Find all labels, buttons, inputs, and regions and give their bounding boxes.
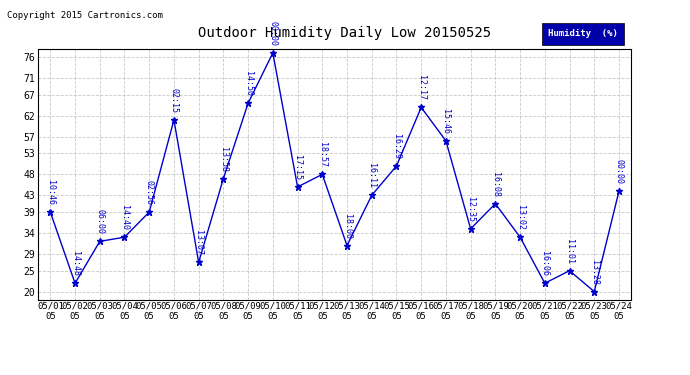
Text: 00:00: 00:00 xyxy=(615,159,624,184)
Text: 14:40: 14:40 xyxy=(120,205,129,230)
Text: 02:15: 02:15 xyxy=(170,88,179,113)
Text: 02:56: 02:56 xyxy=(145,180,154,205)
Text: 12:35: 12:35 xyxy=(466,197,475,222)
Text: 15:46: 15:46 xyxy=(442,109,451,134)
Text: 11:01: 11:01 xyxy=(565,239,574,264)
Text: 16:06: 16:06 xyxy=(540,251,549,276)
Text: 18:00: 18:00 xyxy=(342,214,351,238)
Text: Copyright 2015 Cartronics.com: Copyright 2015 Cartronics.com xyxy=(7,11,163,20)
Text: 06:00: 06:00 xyxy=(95,209,104,234)
Text: 12:17: 12:17 xyxy=(417,75,426,100)
Text: 17:15: 17:15 xyxy=(293,155,302,180)
Text: 13:58: 13:58 xyxy=(219,147,228,172)
Text: 18:57: 18:57 xyxy=(318,142,327,167)
Text: 16:08: 16:08 xyxy=(491,172,500,197)
Text: 14:50: 14:50 xyxy=(244,71,253,96)
Text: 13:28: 13:28 xyxy=(590,260,599,285)
Text: 00:00: 00:00 xyxy=(268,21,277,46)
Text: 13:02: 13:02 xyxy=(515,205,524,230)
Text: 10:46: 10:46 xyxy=(46,180,55,205)
Text: 13:07: 13:07 xyxy=(194,230,203,255)
Text: Outdoor Humidity Daily Low 20150525: Outdoor Humidity Daily Low 20150525 xyxy=(199,26,491,40)
Text: 16:29: 16:29 xyxy=(392,134,401,159)
Text: Humidity  (%): Humidity (%) xyxy=(548,29,618,38)
Text: 16:11: 16:11 xyxy=(367,164,376,188)
Text: 14:48: 14:48 xyxy=(70,251,79,276)
